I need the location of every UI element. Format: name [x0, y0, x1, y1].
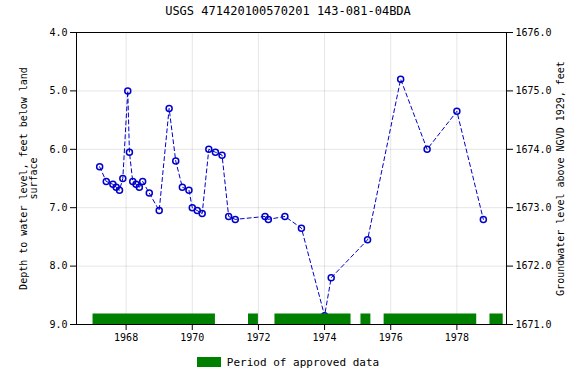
- svg-text:Depth to water level, feet bel: Depth to water level, feet below landsur…: [18, 67, 39, 290]
- svg-text:1671.0: 1671.0: [516, 319, 552, 330]
- svg-text:5.0: 5.0: [49, 85, 67, 96]
- svg-text:Groundwater level above NGVD 1: Groundwater level above NGVD 1929, feet: [555, 61, 566, 296]
- svg-text:1970: 1970: [180, 332, 204, 343]
- svg-text:1972: 1972: [246, 332, 270, 343]
- svg-text:1968: 1968: [114, 332, 138, 343]
- svg-text:1674.0: 1674.0: [516, 144, 552, 155]
- svg-text:6.0: 6.0: [49, 144, 67, 155]
- svg-text:9.0: 9.0: [49, 319, 67, 330]
- svg-text:1976: 1976: [379, 332, 403, 343]
- html-text:USGS 471420100570201 143-081-0: USGS 471420100570201 143-081-04BDA: [165, 4, 411, 18]
- svg-text:1974: 1974: [313, 332, 337, 343]
- svg-text:1978: 1978: [445, 332, 469, 343]
- svg-text:7.0: 7.0: [49, 202, 67, 213]
- svg-text:1676.0: 1676.0: [516, 27, 552, 38]
- svg-text:1672.0: 1672.0: [516, 260, 552, 271]
- svg-text:1673.0: 1673.0: [516, 202, 552, 213]
- svg-text:4.0: 4.0: [49, 27, 67, 38]
- svg-text:8.0: 8.0: [49, 260, 67, 271]
- svg-text:1675.0: 1675.0: [516, 85, 552, 96]
- html-text:Period of approved data: Period of approved data: [226, 355, 380, 369]
